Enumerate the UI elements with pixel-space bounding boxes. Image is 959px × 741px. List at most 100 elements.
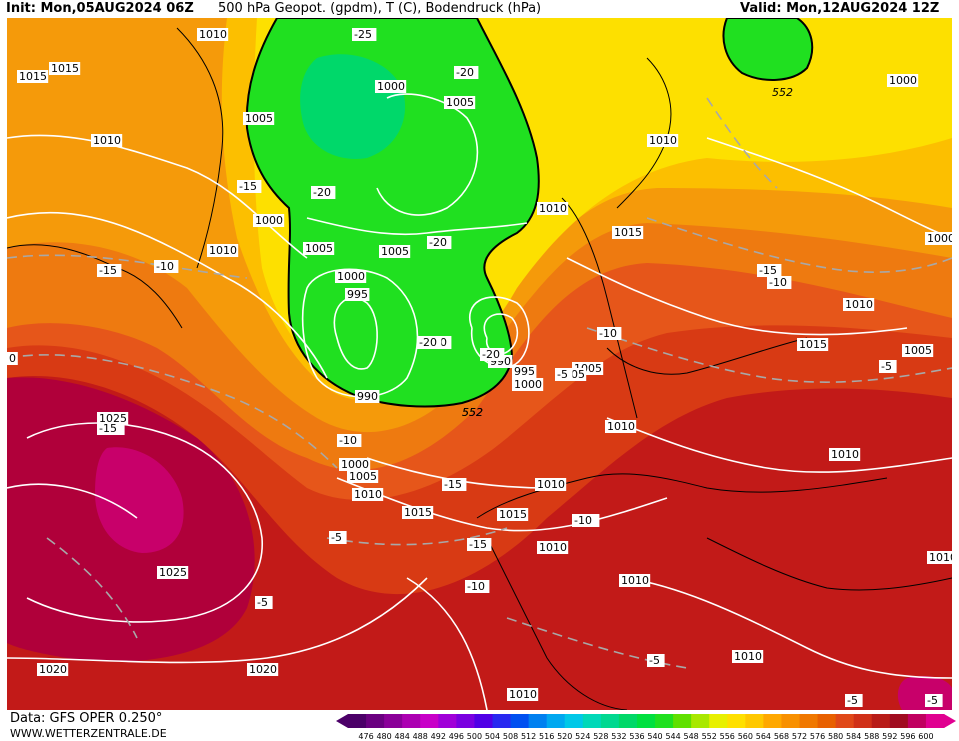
svg-text:1010: 1010 — [649, 134, 677, 147]
pressure-label: 1025 — [97, 412, 129, 425]
temperature-label: -20 — [480, 348, 505, 361]
temperature-label: -5 — [647, 654, 665, 667]
svg-text:1005: 1005 — [305, 242, 333, 255]
svg-text:-15: -15 — [99, 264, 117, 277]
map-labels: 1010101510151005101010001005101010009959… — [7, 28, 952, 707]
svg-text:1010: 1010 — [621, 574, 649, 587]
legend-swatch — [456, 714, 475, 728]
legend-swatch — [582, 714, 602, 728]
legend-tick-label: 512 — [521, 732, 536, 740]
svg-text:1005: 1005 — [446, 96, 474, 109]
legend-tick-label: 560 — [738, 732, 753, 740]
svg-text:-5: -5 — [331, 531, 342, 544]
pressure-label: 1000 — [375, 80, 407, 93]
svg-text:-15: -15 — [469, 538, 487, 551]
legend-tick-label: 484 — [395, 732, 410, 740]
field-dark-red — [7, 376, 952, 710]
legend-tick-label: 564 — [756, 732, 771, 740]
pressure-label: 1010 — [507, 688, 539, 701]
legend-swatch — [727, 714, 746, 728]
legend-swatch — [438, 714, 457, 728]
legend-arrow-left — [336, 714, 348, 728]
svg-text:1010: 1010 — [537, 478, 565, 491]
geopotential-label: 552 — [462, 406, 483, 419]
temperature-label: -10 — [767, 276, 792, 289]
pressure-label: 1005 — [379, 245, 411, 258]
svg-text:-5: -5 — [847, 694, 858, 707]
svg-text:-15: -15 — [759, 264, 777, 277]
legend-swatch — [709, 714, 728, 728]
legend-swatch — [925, 714, 945, 728]
legend-tick-label: 540 — [647, 732, 662, 740]
svg-text:1000: 1000 — [377, 80, 405, 93]
coastlines — [7, 27, 952, 710]
svg-text:-10: -10 — [339, 434, 357, 447]
legend-tick-label: 600 — [918, 732, 933, 740]
website-label: WWW.WETTERZENTRALE.DE — [10, 727, 167, 740]
legend-swatch — [510, 714, 530, 728]
svg-text:1015: 1015 — [499, 508, 527, 521]
legend-swatch — [853, 714, 873, 728]
pressure-label: 1000 — [887, 74, 919, 87]
svg-text:-15: -15 — [239, 180, 257, 193]
svg-text:1010: 1010 — [539, 202, 567, 215]
pressure-label: 1010 — [605, 420, 637, 433]
pressure-label: 1010 — [91, 134, 123, 147]
svg-text:1010: 1010 — [199, 28, 227, 41]
pressure-label: 1005 — [347, 470, 379, 483]
svg-text:1000: 1000 — [337, 270, 365, 283]
legend-swatch — [564, 714, 584, 728]
legend-tick-label: 508 — [503, 732, 518, 740]
pressure-label: 990 — [355, 390, 380, 403]
legend-swatch — [366, 714, 385, 728]
legend-swatch — [402, 714, 421, 728]
field-pink-core — [95, 447, 184, 553]
pressure-label: 1015 — [497, 508, 529, 521]
pressure-label: 1005 — [303, 242, 335, 255]
pressure-label: 1000 — [512, 378, 544, 391]
legend-swatch — [889, 714, 909, 728]
pressure-label: 1010 — [537, 541, 569, 554]
temperature-label: -10 — [597, 327, 622, 340]
legend-tick-label: 536 — [629, 732, 644, 740]
field-south-pink — [897, 676, 952, 710]
legend-swatch — [420, 714, 439, 728]
pressure-label: 1025 — [157, 566, 189, 579]
init-time: Init: Mon,05AUG2024 06Z — [6, 1, 194, 16]
pressure-label: 1015 — [49, 62, 81, 75]
legend-swatch — [781, 714, 801, 728]
pressure-label: 1010 — [829, 448, 861, 461]
legend-tick-label: 584 — [846, 732, 861, 740]
pressure-label: 1020 — [247, 663, 279, 676]
svg-text:-10: -10 — [599, 327, 617, 340]
svg-text:-25: -25 — [354, 28, 372, 41]
svg-text:1015: 1015 — [51, 62, 79, 75]
svg-text:-10: -10 — [769, 276, 787, 289]
temperature-label: -15 — [237, 180, 262, 193]
svg-text:1025: 1025 — [159, 566, 187, 579]
pressure-label: 1010 — [207, 244, 239, 257]
legend-tick-label: 596 — [900, 732, 915, 740]
svg-text:1010: 1010 — [354, 488, 382, 501]
svg-text:1000: 1000 — [927, 232, 952, 245]
geopotential-label: 552 — [462, 406, 483, 419]
svg-text:1020: 1020 — [39, 663, 67, 676]
svg-text:-20: -20 — [313, 186, 331, 199]
pressure-label: 1015 — [402, 506, 434, 519]
legend-tick-label: 552 — [702, 732, 717, 740]
map-title: 500 hPa Geopot. (gpdm), T (C), Bodendruc… — [218, 1, 542, 16]
temperature-label: -15 — [97, 264, 122, 277]
legend-arrow-right — [944, 714, 956, 728]
pressure-label: 1015 — [797, 338, 829, 351]
pressure-label: 995 — [345, 288, 370, 301]
svg-text:1000: 1000 — [341, 458, 369, 471]
pressure-label: 1010 — [535, 478, 567, 491]
legend-swatch — [636, 714, 656, 728]
temperature-label: -25 — [352, 28, 377, 41]
pressure-label: 1020 — [37, 663, 69, 676]
pressure-label: 1010 — [352, 488, 384, 501]
svg-text:-5: -5 — [557, 368, 568, 381]
edge-temperature-label: 0 — [7, 352, 18, 365]
legend-swatch — [745, 714, 764, 728]
legend-swatch — [871, 714, 891, 728]
